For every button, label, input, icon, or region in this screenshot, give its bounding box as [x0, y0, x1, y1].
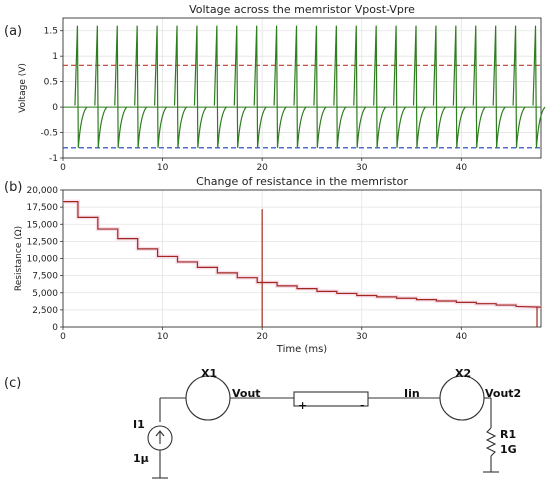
resistance-ytick-label: 10,000: [27, 255, 59, 265]
r1-label: R1: [500, 428, 516, 441]
resistor-r1: [485, 427, 497, 457]
voltage-title: Voltage across the memristor Vpost-Vpre: [189, 3, 415, 16]
resistance-ytick-label: 5,000: [32, 289, 58, 299]
resistance-title: Change of resistance in the memristor: [196, 175, 408, 188]
voltage-chart: 0 10 20 30 40 -1 -0.5 0 0.5 1 1.5 Voltage across th…: [18, 3, 546, 173]
x1-label: X1: [201, 367, 217, 380]
resistance-ytick-label: 20,000: [27, 186, 59, 196]
voltage-spike: [412, 25, 426, 148]
vout-label: Vout: [232, 387, 261, 400]
voltage-spike: [492, 25, 506, 148]
voltage-spike: [94, 25, 108, 148]
resistance-xtick-label: 0: [60, 332, 66, 342]
voltage-spike: [74, 25, 88, 148]
resistance-xtick-label: 10: [157, 332, 169, 342]
r1-value: 1G: [500, 443, 517, 456]
voltage-spike: [114, 25, 128, 148]
resistance-band: [63, 199, 542, 310]
panel-label-c: (c): [4, 376, 21, 391]
voltage-spike: [353, 25, 367, 148]
plus-sign: +: [298, 399, 307, 412]
resistance-xtick-label: 30: [356, 332, 368, 342]
voltage-spike: [452, 25, 466, 148]
voltage-spike: [432, 25, 446, 148]
resistance-ytick-label: 12,500: [27, 237, 59, 247]
voltage-ytick-label: 1: [52, 52, 58, 62]
voltage-ytick-label: -0.5: [40, 129, 58, 139]
current-arrow-head: [155, 430, 165, 437]
voltage-spike: [393, 25, 407, 148]
voltage-spike: [253, 25, 267, 148]
voltage-spike: [233, 25, 247, 148]
voltage-spike: [173, 25, 187, 148]
resistance-series: [63, 201, 542, 308]
voltage-spike: [193, 25, 207, 148]
minus-sign: -: [360, 399, 365, 412]
resistance-ytick-label: 15,000: [27, 220, 59, 230]
resistance-ylabel: Resistance (Ω): [14, 226, 24, 291]
voltage-spike: [154, 25, 168, 148]
panel-label-b: (b): [4, 180, 22, 195]
resistance-xlabel: Time (ms): [276, 344, 328, 355]
x2-label: X2: [455, 367, 471, 380]
voltage-ytick-label: -1: [49, 154, 58, 164]
iin-label: Iin: [404, 387, 420, 400]
voltage-spike: [472, 25, 486, 148]
resistance-ytick-label: 17,500: [27, 203, 59, 213]
resistance-ytick-label: 2,500: [32, 306, 58, 316]
voltage-xtick-label: 10: [157, 163, 169, 173]
voltage-axes-frame: [62, 17, 542, 159]
voltage-spike: [293, 25, 307, 148]
i1-value: 1μ: [133, 452, 149, 465]
vout2-label: Vout2: [485, 387, 521, 400]
voltage-xtick-label: 30: [356, 163, 368, 173]
voltage-spike: [373, 25, 387, 148]
voltage-ytick-label: 0.5: [44, 78, 58, 88]
voltage-spike: [213, 25, 227, 148]
resistance-chart: 0 10 20 30 40 0 2,500 5,000 7,500 10,000 12,500 15,…: [14, 175, 542, 355]
i1-label: I1: [133, 418, 145, 431]
x2-block: [439, 375, 485, 421]
voltage-spike: [273, 25, 287, 148]
voltage-spike: [134, 25, 148, 148]
voltage-spike: [333, 25, 347, 148]
panel-label-a: (a): [4, 24, 22, 39]
resistance-ytick-label: 7,500: [32, 272, 58, 282]
resistance-ytick-label: 0: [52, 323, 58, 333]
circuit-schematic: [147, 375, 499, 479]
voltage-ytick-label: 0: [52, 103, 58, 113]
voltage-spike: [313, 25, 327, 148]
resistance-xtick-label: 20: [256, 332, 268, 342]
voltage-spike: [532, 25, 546, 148]
voltage-ytick-label: 1.5: [44, 27, 58, 37]
voltage-xtick-label: 20: [256, 163, 268, 173]
voltage-xtick-label: 40: [456, 163, 468, 173]
resistance-xtick-label: 40: [456, 332, 468, 342]
voltage-xtick-label: 0: [60, 163, 66, 173]
x1-block: [185, 375, 231, 421]
voltage-source: [293, 391, 369, 407]
voltage-ylabel: Voltage (V): [18, 63, 28, 113]
voltage-spike: [512, 25, 526, 148]
